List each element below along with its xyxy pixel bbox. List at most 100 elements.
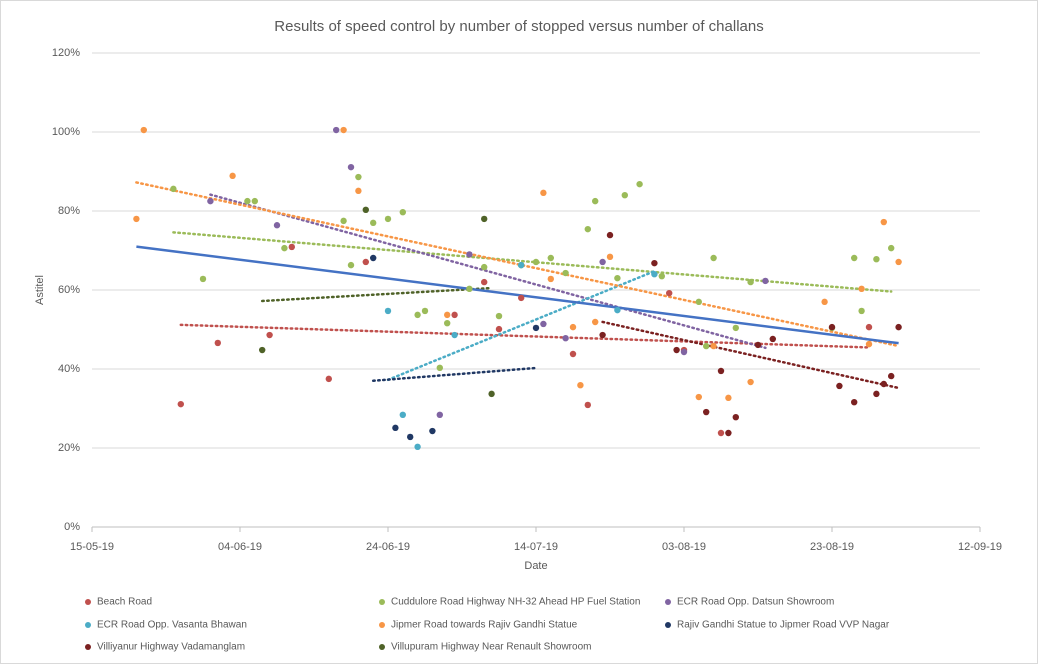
point <box>851 254 858 262</box>
point <box>606 231 614 239</box>
point <box>873 255 880 263</box>
point <box>355 187 362 195</box>
point <box>362 258 369 266</box>
point <box>747 378 754 386</box>
point <box>584 401 591 409</box>
point <box>769 335 776 343</box>
legend-label: ECR Road Opp. Datsun Showroom <box>677 597 834 608</box>
legend-label: Beach Road <box>97 597 152 608</box>
point <box>436 411 443 419</box>
y-tick-label: 80% <box>58 205 80 217</box>
point <box>444 319 451 327</box>
legend-marker <box>379 644 385 650</box>
point <box>436 364 443 372</box>
point <box>518 294 525 302</box>
point <box>666 289 673 297</box>
legend-marker <box>665 622 671 628</box>
legend-marker <box>379 622 385 628</box>
point <box>399 208 406 216</box>
point <box>680 348 688 356</box>
point <box>747 278 754 286</box>
trendline <box>209 193 767 350</box>
point <box>340 126 347 134</box>
point <box>495 312 503 320</box>
point <box>532 324 540 332</box>
y-tick-label: 60% <box>58 284 80 296</box>
point <box>592 197 599 205</box>
x-tick-label: 24-06-19 <box>366 541 410 553</box>
point <box>703 408 710 416</box>
point <box>569 350 577 358</box>
point <box>244 197 251 205</box>
trendline <box>386 269 656 382</box>
y-tick-label: 120% <box>52 47 80 59</box>
point <box>207 197 214 205</box>
point <box>658 272 665 280</box>
point <box>481 215 488 223</box>
point <box>673 346 680 354</box>
point <box>614 274 621 282</box>
y-tick-label: 0% <box>64 521 80 533</box>
point <box>895 258 902 266</box>
point <box>592 318 599 326</box>
legend-label: Villupuram Highway Near Renault Showroom <box>391 642 591 653</box>
point <box>710 342 717 350</box>
legend-marker <box>379 599 385 605</box>
point <box>569 323 577 331</box>
point <box>281 244 288 252</box>
point <box>140 126 147 134</box>
chart-title: Results of speed control by number of st… <box>274 18 763 35</box>
point <box>414 443 421 451</box>
point <box>347 261 355 269</box>
point <box>547 275 554 283</box>
point <box>444 311 451 319</box>
point <box>851 398 858 406</box>
trendline <box>371 366 538 383</box>
overall-trendline <box>136 245 899 345</box>
legend-label: Villiyanur Highway Vadamanglam <box>97 642 245 653</box>
x-tick-label: 14-07-19 <box>514 541 558 553</box>
y-tick-label: 40% <box>58 363 80 375</box>
point <box>599 331 606 339</box>
point <box>865 323 873 331</box>
point <box>895 323 902 331</box>
point <box>562 269 569 277</box>
point <box>762 277 769 285</box>
point <box>333 126 340 134</box>
x-tick-label: 15-05-19 <box>70 541 114 553</box>
point <box>481 263 488 271</box>
y-tick-label: 20% <box>58 442 80 454</box>
point <box>836 382 843 390</box>
point <box>828 323 836 331</box>
point <box>621 192 628 199</box>
legend-label: Cuddulore Road Highway NH-32 Ahead HP Fu… <box>391 597 640 608</box>
point <box>362 206 369 214</box>
trendline <box>601 320 900 390</box>
point <box>695 298 702 306</box>
point <box>651 271 658 278</box>
point <box>370 219 377 227</box>
point <box>651 259 658 267</box>
point <box>466 285 473 293</box>
point <box>340 217 347 225</box>
x-tick-label: 23-08-19 <box>810 541 854 553</box>
point <box>540 320 547 328</box>
point <box>384 307 392 315</box>
legend-marker <box>85 599 91 605</box>
point <box>732 413 739 421</box>
legend-label: Jipmer Road towards Rajiv Gandhi Statue <box>391 620 578 631</box>
point <box>229 172 236 180</box>
point <box>451 311 458 319</box>
point <box>266 331 273 339</box>
x-tick-label: 04-06-19 <box>218 541 262 553</box>
point <box>732 324 739 332</box>
point <box>451 331 458 339</box>
point <box>858 285 865 293</box>
point <box>873 390 880 398</box>
point <box>251 197 258 205</box>
point <box>725 429 732 437</box>
point <box>606 253 614 261</box>
point <box>725 394 732 402</box>
trendline <box>135 181 900 348</box>
point <box>532 258 540 266</box>
